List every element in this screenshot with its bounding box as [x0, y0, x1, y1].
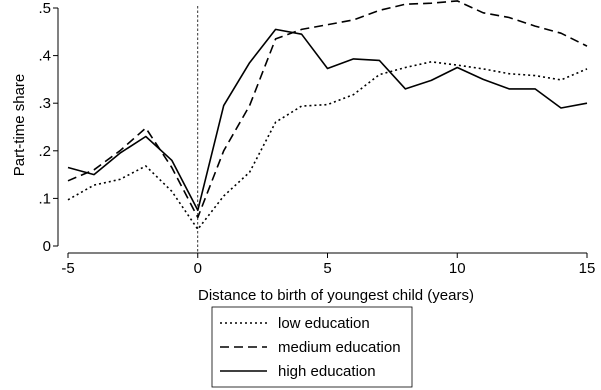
- y-axis-title: Part-time share: [11, 74, 28, 177]
- series-line-medium-education: [67, 0, 588, 219]
- x-tick-label: 10: [449, 260, 466, 277]
- series-line-high-education: [67, 28, 588, 212]
- y-tick-label: .4: [38, 48, 51, 65]
- legend-label: high education: [278, 363, 376, 380]
- legend-label: low education: [278, 315, 370, 332]
- y-tick-label: .2: [38, 143, 51, 160]
- axes: 0 .1 .2 .3 .4 .5 -5 0 5 10 15: [38, 0, 595, 277]
- legend: low education medium education high educat…: [211, 306, 413, 388]
- y-tick-label: .3: [38, 95, 51, 112]
- legend-label: medium education: [278, 339, 401, 356]
- series-line-low-education: [67, 60, 588, 231]
- x-tick-label: 5: [323, 260, 331, 277]
- y-tick-label: 0: [43, 238, 51, 255]
- x-tick-label: -5: [61, 260, 74, 277]
- series-layer: [67, 0, 588, 231]
- y-tick-label: .5: [38, 0, 51, 17]
- x-axis-title: Distance to birth of youngest child (yea…: [198, 287, 474, 304]
- x-tick-label: 0: [194, 260, 202, 277]
- y-tick-label: .1: [38, 190, 51, 207]
- legend-box: [211, 306, 413, 388]
- x-tick-label: 15: [579, 260, 596, 277]
